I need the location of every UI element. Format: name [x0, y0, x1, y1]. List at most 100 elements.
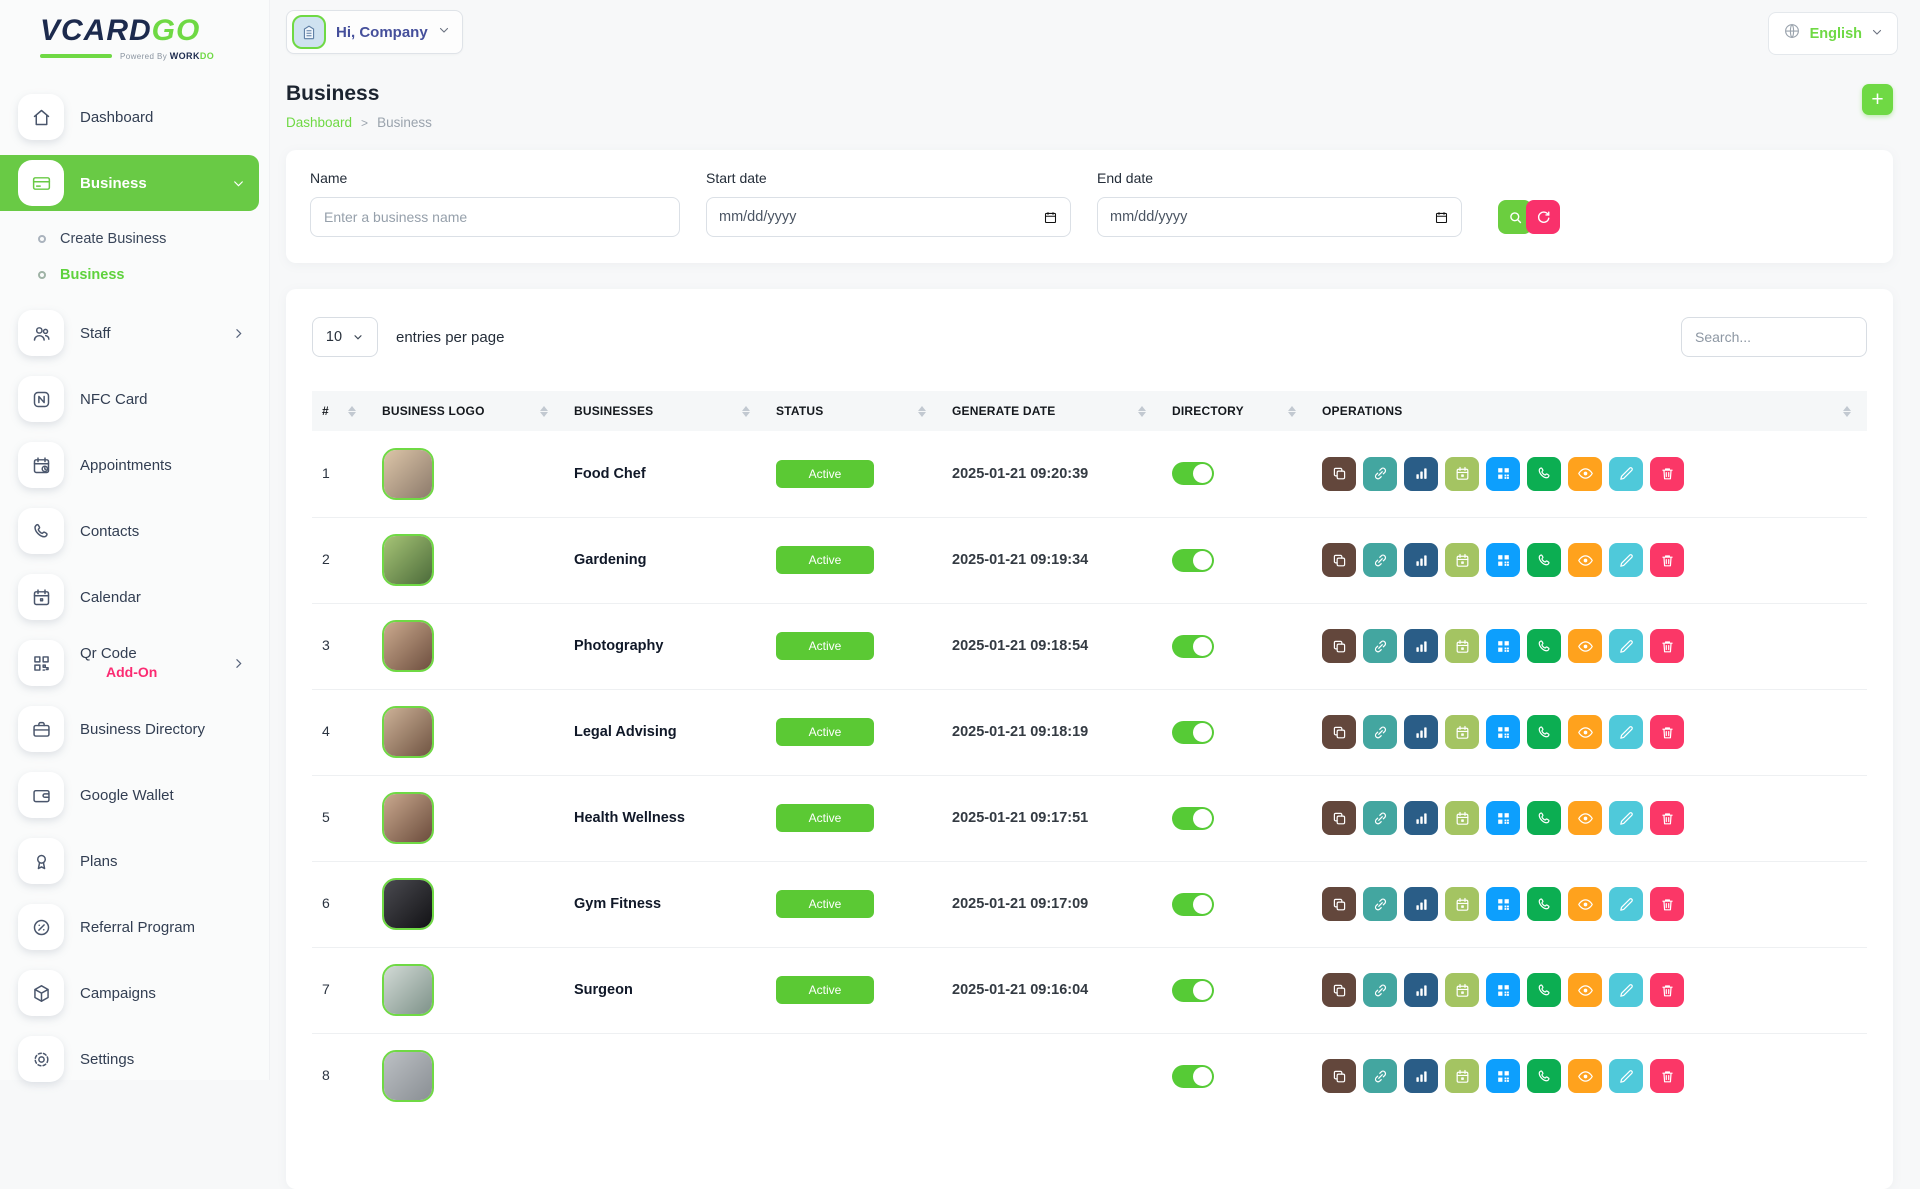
copy-button[interactable]	[1322, 887, 1356, 921]
analytics-button[interactable]	[1404, 629, 1438, 663]
link-button[interactable]	[1363, 715, 1397, 749]
view-button[interactable]	[1568, 801, 1602, 835]
filter-reset-button[interactable]	[1526, 200, 1560, 234]
sidebar-item-campaigns[interactable]: Campaigns	[0, 965, 259, 1021]
column-header-businesses[interactable]: BUSINESSES	[564, 391, 766, 431]
column-header-index[interactable]: #	[312, 391, 372, 431]
column-header-operations[interactable]: OPERATIONS	[1312, 391, 1867, 431]
qr-button[interactable]	[1486, 543, 1520, 577]
entries-per-page-select[interactable]: 10	[312, 317, 378, 357]
directory-toggle[interactable]	[1172, 462, 1214, 486]
app-logo[interactable]: VCARDGO Powered By WORKDO	[0, 0, 269, 61]
call-button[interactable]	[1527, 887, 1561, 921]
appointment-button[interactable]	[1445, 973, 1479, 1007]
delete-button[interactable]	[1650, 801, 1684, 835]
analytics-button[interactable]	[1404, 973, 1438, 1007]
call-button[interactable]	[1527, 629, 1561, 663]
sidebar-item-plans[interactable]: Plans	[0, 833, 259, 889]
directory-toggle[interactable]	[1172, 892, 1214, 916]
appointment-button[interactable]	[1445, 456, 1479, 491]
add-business-button[interactable]: +	[1862, 84, 1893, 115]
qr-button[interactable]	[1486, 887, 1520, 921]
table-search-input[interactable]	[1681, 317, 1867, 357]
directory-toggle[interactable]	[1172, 720, 1214, 744]
edit-button[interactable]	[1609, 629, 1643, 663]
link-button[interactable]	[1363, 1059, 1397, 1094]
edit-button[interactable]	[1609, 973, 1643, 1007]
sidebar-subitem-create-business[interactable]: Create Business	[0, 221, 269, 257]
sidebar-item-settings[interactable]: Settings	[0, 1031, 259, 1087]
appointment-button[interactable]	[1445, 887, 1479, 921]
edit-button[interactable]	[1609, 801, 1643, 835]
qr-button[interactable]	[1486, 456, 1520, 491]
directory-toggle[interactable]	[1172, 634, 1214, 658]
qr-button[interactable]	[1486, 973, 1520, 1007]
link-button[interactable]	[1363, 887, 1397, 921]
link-button[interactable]	[1363, 973, 1397, 1007]
sidebar-item-nfc-card[interactable]: NFC Card	[0, 371, 259, 427]
link-button[interactable]	[1363, 543, 1397, 577]
edit-button[interactable]	[1609, 456, 1643, 491]
delete-button[interactable]	[1650, 456, 1684, 491]
company-menu-button[interactable]: Hi, Company	[286, 10, 463, 54]
analytics-button[interactable]	[1404, 543, 1438, 577]
copy-button[interactable]	[1322, 715, 1356, 749]
edit-button[interactable]	[1609, 715, 1643, 749]
copy-button[interactable]	[1322, 973, 1356, 1007]
analytics-button[interactable]	[1404, 715, 1438, 749]
view-button[interactable]	[1568, 973, 1602, 1007]
view-button[interactable]	[1568, 887, 1602, 921]
edit-button[interactable]	[1609, 1059, 1643, 1094]
sidebar-subitem-business[interactable]: Business	[0, 257, 269, 293]
directory-toggle[interactable]	[1172, 548, 1214, 572]
directory-toggle[interactable]	[1172, 806, 1214, 830]
qr-button[interactable]	[1486, 801, 1520, 835]
sidebar-item-contacts[interactable]: Contacts	[0, 503, 259, 559]
business-name-input[interactable]	[310, 197, 680, 237]
analytics-button[interactable]	[1404, 801, 1438, 835]
copy-button[interactable]	[1322, 629, 1356, 663]
directory-toggle[interactable]	[1172, 978, 1214, 1002]
end-date-input[interactable]: mm/dd/yyyy	[1097, 197, 1462, 237]
view-button[interactable]	[1568, 629, 1602, 663]
view-button[interactable]	[1568, 1059, 1602, 1094]
sidebar-item-appointments[interactable]: Appointments	[0, 437, 259, 493]
view-button[interactable]	[1568, 456, 1602, 491]
breadcrumb-dashboard-link[interactable]: Dashboard	[286, 115, 353, 130]
analytics-button[interactable]	[1404, 1059, 1438, 1094]
qr-button[interactable]	[1486, 715, 1520, 749]
call-button[interactable]	[1527, 456, 1561, 491]
sidebar-item-staff[interactable]: Staff	[0, 305, 259, 361]
edit-button[interactable]	[1609, 543, 1643, 577]
sidebar-item-business[interactable]: Business	[0, 155, 259, 211]
link-button[interactable]	[1363, 629, 1397, 663]
qr-button[interactable]	[1486, 1059, 1520, 1094]
language-selector[interactable]: English	[1767, 12, 1898, 55]
appointment-button[interactable]	[1445, 629, 1479, 663]
view-button[interactable]	[1568, 715, 1602, 749]
appointment-button[interactable]	[1445, 801, 1479, 835]
start-date-input[interactable]: mm/dd/yyyy	[706, 197, 1071, 237]
sidebar-item-business-directory[interactable]: Business Directory	[0, 701, 259, 757]
copy-button[interactable]	[1322, 543, 1356, 577]
sidebar-item-qr-code[interactable]: Qr Code Add-On	[0, 635, 259, 691]
call-button[interactable]	[1527, 543, 1561, 577]
delete-button[interactable]	[1650, 1059, 1684, 1094]
copy-button[interactable]	[1322, 801, 1356, 835]
analytics-button[interactable]	[1404, 456, 1438, 491]
column-header-business-logo[interactable]: BUSINESS LOGO	[372, 391, 564, 431]
call-button[interactable]	[1527, 973, 1561, 1007]
delete-button[interactable]	[1650, 887, 1684, 921]
sidebar-item-google-wallet[interactable]: Google Wallet	[0, 767, 259, 823]
analytics-button[interactable]	[1404, 887, 1438, 921]
edit-button[interactable]	[1609, 887, 1643, 921]
sidebar-item-referral-program[interactable]: Referral Program	[0, 899, 259, 955]
delete-button[interactable]	[1650, 629, 1684, 663]
call-button[interactable]	[1527, 715, 1561, 749]
appointment-button[interactable]	[1445, 715, 1479, 749]
link-button[interactable]	[1363, 801, 1397, 835]
delete-button[interactable]	[1650, 543, 1684, 577]
appointment-button[interactable]	[1445, 543, 1479, 577]
column-header-status[interactable]: STATUS	[766, 391, 942, 431]
view-button[interactable]	[1568, 543, 1602, 577]
